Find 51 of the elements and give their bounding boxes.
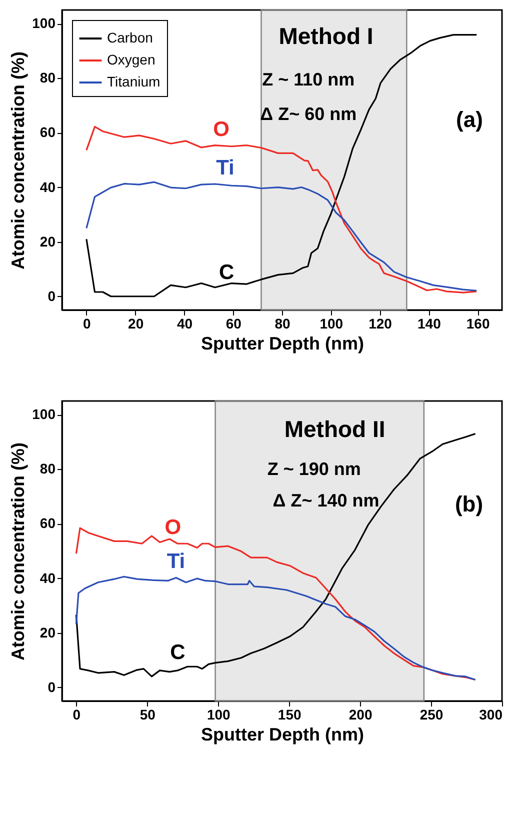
y-tick-label: 60: [40, 515, 56, 532]
y-axis-title: Atomic concentration (%): [8, 51, 28, 270]
legend-label: Oxygen: [107, 52, 156, 68]
annotation: O: [213, 118, 230, 141]
x-tick-label: 140: [417, 316, 442, 332]
annotation: Ti: [216, 156, 234, 180]
x-tick-label: 100: [206, 706, 231, 722]
x-tick-label: 100: [320, 316, 344, 332]
annotation: (a): [456, 107, 483, 132]
annotation: Δ Z~ 140 nm: [272, 490, 380, 510]
x-tick-label: 60: [226, 316, 242, 332]
legend-label: Carbon: [107, 30, 153, 46]
annotation: Z ~ 110 nm: [262, 70, 355, 90]
annotation: C: [170, 641, 186, 664]
y-tick-label: 0: [48, 678, 56, 695]
y-tick-label: 0: [48, 288, 56, 304]
annotation: Method II: [284, 416, 386, 442]
y-tick-label: 40: [40, 178, 56, 195]
y-tick-label: 80: [40, 460, 56, 477]
y-tick-label: 100: [32, 15, 56, 32]
legend-label: Titanium: [107, 74, 160, 90]
annotation: Ti: [166, 550, 186, 574]
annotation: (b): [454, 492, 484, 516]
y-tick-label: 40: [40, 570, 56, 586]
x-tick-label: 0: [72, 706, 81, 722]
x-tick-label: 300: [479, 706, 503, 722]
y-tick-label: 20: [40, 233, 56, 250]
x-tick-label: 250: [420, 706, 444, 722]
x-tick-label: 160: [466, 316, 490, 332]
y-tick-label: 60: [40, 124, 56, 140]
annotation: O: [164, 516, 182, 540]
x-tick-label: 120: [368, 316, 392, 332]
x-tick-label: 0: [83, 316, 92, 332]
x-axis-title: Sputter Depth (nm): [201, 724, 364, 744]
x-tick-label: 150: [278, 706, 302, 722]
x-tick-label: 20: [128, 316, 144, 332]
x-tick-label: 200: [348, 706, 372, 722]
y-tick-label: 20: [40, 624, 56, 640]
annotation: Z ~ 190 nm: [267, 459, 361, 479]
annotation: Method I: [278, 23, 374, 49]
annotation: Δ Z~ 60 nm: [260, 104, 357, 124]
y-tick-label: 80: [40, 70, 56, 86]
x-axis-title: Sputter Depth (nm): [201, 334, 364, 354]
line-series: [86, 181, 478, 292]
line-series: [75, 576, 476, 681]
x-tick-label: 40: [176, 316, 193, 332]
x-tick-label: 50: [140, 706, 156, 722]
x-tick-label: 80: [274, 316, 290, 332]
y-axis-title: Atomic concentration (%): [8, 442, 28, 661]
annotation: C: [218, 260, 234, 284]
y-tick-label: 100: [32, 406, 56, 422]
